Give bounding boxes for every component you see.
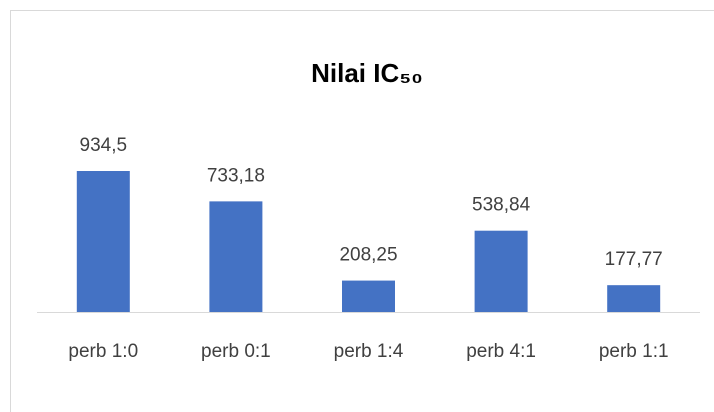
x-tick-label: perb 1:0 <box>68 341 138 362</box>
chart-title: Nilai IC₅₀ <box>311 58 423 88</box>
data-label: 208,25 <box>339 245 397 266</box>
x-tick-label: perb 1:4 <box>334 341 404 362</box>
bar <box>76 171 130 312</box>
bar <box>474 230 528 312</box>
data-label: 177,77 <box>605 249 663 270</box>
chart-border <box>10 10 714 412</box>
bar <box>342 280 395 312</box>
data-label: 934,5 <box>80 135 128 156</box>
x-tick-label: perb 0:1 <box>201 341 271 362</box>
data-label: 733,18 <box>207 165 265 186</box>
data-label: 538,84 <box>472 195 531 216</box>
x-tick-label: perb 4:1 <box>466 341 536 362</box>
x-tick-label: perb 1:1 <box>599 341 669 362</box>
bar <box>209 201 263 312</box>
bar <box>607 285 661 312</box>
